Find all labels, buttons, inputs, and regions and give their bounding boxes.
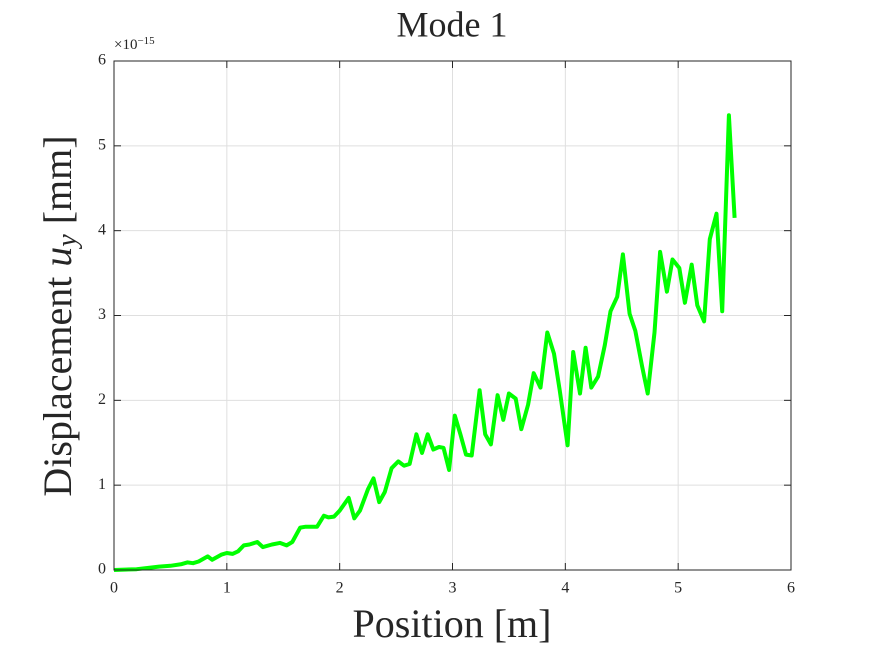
y-tick-label: 4 <box>98 221 106 238</box>
y-exponent-power: −15 <box>137 35 155 47</box>
x-tick-label: 6 <box>787 580 795 597</box>
y-axis-label: Displacement uy [mm] <box>35 135 83 496</box>
y-tick-label: 3 <box>98 306 106 323</box>
x-tick-label: 2 <box>336 580 344 597</box>
y-label-unit: [mm] <box>35 135 80 224</box>
x-tick-label: 1 <box>223 580 231 597</box>
data-line <box>113 113 737 572</box>
y-tick-label: 2 <box>98 391 106 408</box>
y-tick-label: 1 <box>98 476 106 493</box>
y-tick-label: 6 <box>98 52 106 69</box>
chart-title: Mode 1 <box>397 4 508 44</box>
x-tick-label: 3 <box>449 580 457 597</box>
y-exponent: ×10−15 <box>114 35 155 54</box>
y-tick-label: 0 <box>98 561 106 578</box>
y-label-symbol: u <box>35 247 80 267</box>
x-tick-label: 4 <box>561 580 569 597</box>
y-label-text: Displacement <box>35 277 80 497</box>
x-tick-label: 0 <box>110 580 118 597</box>
x-tick-label: 5 <box>674 580 682 597</box>
y-exponent-base: ×10 <box>114 37 137 53</box>
x-axis-label: Position [m] <box>353 601 552 646</box>
y-tick-label: 5 <box>98 137 106 154</box>
axes-box <box>113 60 792 571</box>
y-label-subscript: y <box>52 234 83 250</box>
